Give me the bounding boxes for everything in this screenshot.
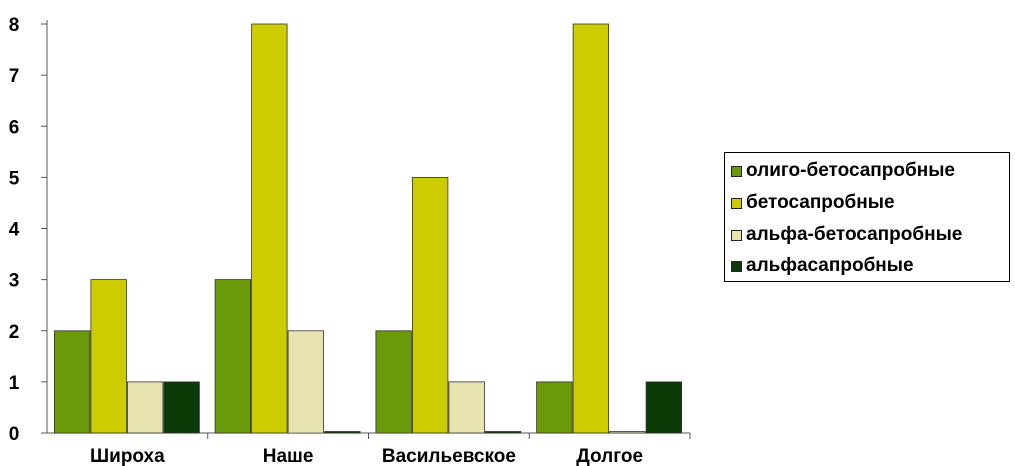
legend-swatch-3 bbox=[731, 229, 742, 241]
legend-item-3: альфа-бетосапробные bbox=[731, 223, 962, 247]
bar bbox=[411, 176, 449, 434]
y-tick-label: 6 bbox=[9, 117, 20, 138]
x-category-label: Наше bbox=[263, 446, 314, 466]
legend-swatch-2 bbox=[731, 197, 742, 209]
y-tick-label: 7 bbox=[9, 66, 20, 87]
y-tick-label: 3 bbox=[9, 271, 20, 292]
legend-label-4: альфасапробные bbox=[746, 255, 914, 276]
y-tick-label: 4 bbox=[9, 220, 20, 241]
legend-item-1: олиго-бетосапробные bbox=[731, 159, 955, 183]
bar bbox=[536, 381, 573, 434]
x-category-label: Васильевское bbox=[382, 446, 516, 466]
y-tick-label: 1 bbox=[9, 373, 20, 394]
legend-swatch-1 bbox=[731, 165, 742, 177]
bar bbox=[214, 279, 252, 434]
bar bbox=[163, 381, 200, 434]
bar bbox=[572, 23, 609, 434]
y-tick-label: 0 bbox=[9, 424, 20, 445]
bar bbox=[90, 279, 127, 434]
bar bbox=[54, 330, 91, 434]
y-tick-label: 2 bbox=[9, 322, 20, 343]
bars bbox=[54, 23, 682, 434]
bar bbox=[127, 381, 164, 434]
bar bbox=[287, 330, 325, 434]
bar bbox=[645, 381, 682, 434]
legend-label-1: олиго-бетосапробные bbox=[746, 160, 955, 181]
x-category-label: Долгое bbox=[576, 446, 643, 466]
legend-swatch-4 bbox=[731, 260, 742, 272]
axis-labels: 0 1 2 3 4 5 6 7 8 Широха Наше Васильевское Долгое bbox=[9, 15, 643, 466]
legend-label-2: бетосапробные bbox=[746, 192, 895, 213]
bar bbox=[375, 330, 412, 434]
y-tick-label: 8 bbox=[9, 15, 20, 36]
legend-item-4: альфасапробные bbox=[731, 254, 914, 278]
legend-label-3: альфа-бетосапробные bbox=[746, 224, 963, 245]
bar bbox=[324, 431, 361, 434]
bar bbox=[484, 431, 522, 434]
bar bbox=[448, 381, 485, 434]
bar bbox=[251, 23, 288, 434]
legend-item-2: бетосапробные bbox=[731, 191, 895, 215]
y-tick-label: 5 bbox=[9, 168, 20, 189]
x-category-label: Широха bbox=[90, 446, 165, 466]
legend: олиго-бетосапробные бетосапробные альфа-… bbox=[724, 152, 1010, 282]
bar bbox=[609, 431, 646, 434]
